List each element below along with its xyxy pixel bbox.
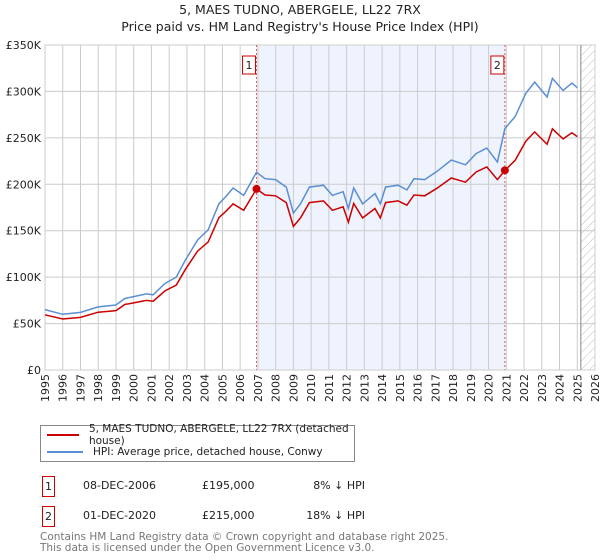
y-tick-label: £350K [6,39,42,52]
sale-date: 08-DEC-2006 [83,479,157,492]
x-tick-label: 2019 [465,374,478,402]
legend-swatch-blue [47,451,83,453]
x-tick-label: 2009 [287,374,300,402]
legend-swatch-red [47,434,79,436]
annotation-label: 2 [494,59,501,72]
y-tick-label: £0 [27,364,41,377]
sale-point [500,166,509,175]
x-tick-label: 2010 [305,374,318,402]
y-tick-label: £50K [13,318,42,331]
x-tick-label: 1997 [74,374,87,402]
x-tick-label: 1996 [57,374,70,402]
x-tick-label: 2012 [341,374,354,402]
sale-marker-badge: 1 [42,476,55,497]
x-tick-label: 2023 [536,374,549,402]
sale-price: £215,000 [202,509,255,522]
x-tick-label: 1998 [92,374,105,402]
legend: 5, MAES TUDNO, ABERGELE, LL22 7RX (detac… [40,423,355,462]
x-tick-label: 2026 [589,374,600,402]
series-line-hpi [44,76,578,316]
y-tick-label: £150K [6,225,42,238]
x-tick-label: 2002 [163,374,176,402]
table-row: 2 01-DEC-2020 £215,000 18% ↓ HPI [40,506,400,527]
legend-label: HPI: Average price, detached house, Conw… [93,446,323,458]
x-tick-label: 2021 [500,374,513,402]
x-tick-label: 2017 [429,374,442,402]
x-tick-label: 2011 [323,374,336,402]
x-tick-label: 2018 [447,374,460,402]
chart-subtitle: Price paid vs. HM Land Registry's House … [121,19,479,34]
legend-item-hpi: HPI: Average price, detached house, Conw… [47,444,323,460]
legend-item-property: 5, MAES TUDNO, ABERGELE, LL22 7RX (detac… [47,423,354,447]
x-tick-label: 2013 [358,374,371,402]
forecast-hatch [580,45,595,370]
x-tick-label: 2008 [270,374,283,402]
table-row: 1 08-DEC-2006 £195,000 8% ↓ HPI [40,476,400,497]
chart-title: 5, MAES TUDNO, ABERGELE, LL22 7RX [179,2,421,17]
x-tick-label: 2005 [216,374,229,402]
x-tick-label: 2016 [412,374,425,402]
footer: Contains HM Land Registry data © Crown c… [40,532,448,554]
x-tick-label: 2015 [394,374,407,402]
x-tick-label: 2006 [234,374,247,402]
annotation-box [490,55,505,75]
x-tick-label: 2007 [252,374,265,402]
series-line-property [44,127,578,320]
sale-date: 01-DEC-2020 [83,509,157,522]
x-tick-label: 2014 [376,374,389,402]
sale-point [252,184,261,193]
annotation-box [241,55,256,75]
sale-hpi-diff: 8% ↓ HPI [313,479,365,492]
footer-line: Contains HM Land Registry data © Crown c… [40,531,449,543]
y-tick-label: £200K [6,178,42,191]
x-tick-label: 2022 [518,374,531,402]
x-tick-label: 1995 [39,374,52,402]
y-tick-label: £300K [6,85,42,98]
annotation-label: 1 [245,59,252,72]
x-tick-label: 2024 [554,374,567,402]
y-tick-label: £100K [6,271,42,284]
footer-line: This data is licensed under the Open Gov… [40,542,375,554]
y-tick-label: £250K [6,132,42,145]
price-chart: 1995 1996 1997 1998 1999 2000 2001 2002 2003 2004… [6,39,600,402]
legend-label: 5, MAES TUDNO, ABERGELE, LL22 7RX (detac… [88,423,349,447]
x-tick-label: 2003 [181,374,194,402]
sale-hpi-diff: 18% ↓ HPI [306,509,365,522]
sale-marker-badge: 2 [42,506,55,527]
x-tick-label: 2001 [145,374,158,402]
x-tick-label: 2000 [128,374,141,402]
x-tick-label: 2004 [199,374,212,402]
sale-price: £195,000 [202,479,255,492]
x-tick-label: 1999 [110,374,123,402]
plot-frame [44,44,596,371]
x-tick-label: 2025 [571,374,584,402]
x-tick-label: 2020 [483,374,496,402]
